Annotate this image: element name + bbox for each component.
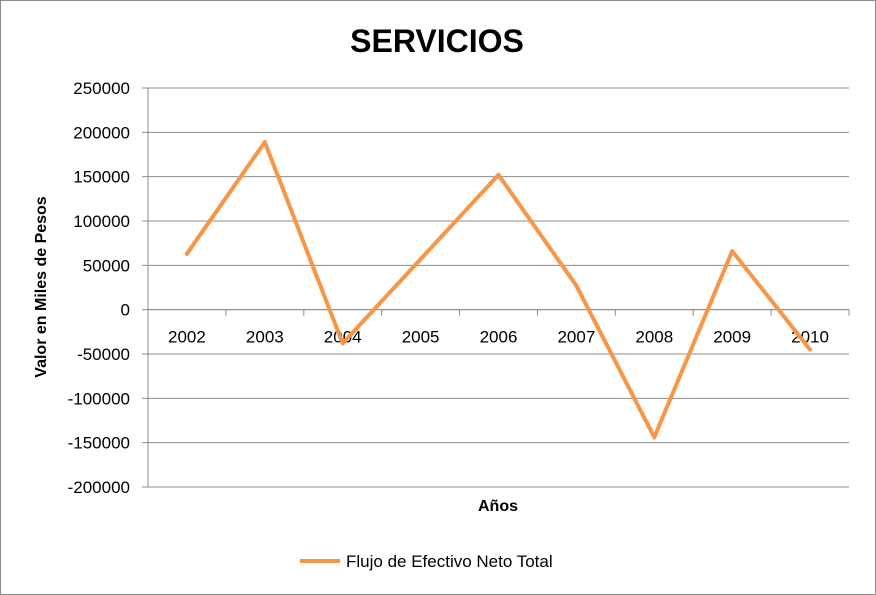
x-tick-label: 2006: [480, 328, 518, 347]
y-tick-labels: 250000 200000 150000 100000 50000 0 -50000 -100…: [68, 79, 130, 497]
y-axis-label: Valor en Miles de Pesos: [33, 196, 50, 378]
x-axis-label: Años: [478, 498, 518, 515]
x-tick-label: 2007: [557, 328, 595, 347]
x-tick-label: 2005: [402, 328, 440, 347]
x-tick-label: 2009: [713, 328, 751, 347]
y-tick-label: -50000: [77, 345, 130, 364]
data-point: [418, 257, 423, 262]
y-tick-label: 0: [121, 301, 130, 320]
y-tick-label: 200000: [73, 123, 130, 142]
x-tick-label: 2002: [168, 328, 206, 347]
gridlines: [142, 87, 849, 488]
y-tick-label: 50000: [83, 256, 130, 275]
x-tick-label: 2010: [791, 328, 829, 347]
y-tick-label: -150000: [68, 434, 130, 453]
data-point: [262, 140, 267, 145]
x-tick-labels: 2002 2003 2004 2005 2006 2007 2008 2009 2010: [168, 328, 829, 347]
legend: Flujo de Efectivo Neto Total: [300, 552, 553, 571]
axes: [147, 88, 850, 487]
data-point: [574, 283, 579, 288]
x-tick-label: 2003: [246, 328, 284, 347]
series-line: [184, 140, 813, 440]
series-lines: [184, 140, 813, 440]
y-tick-label: 150000: [73, 168, 130, 187]
data-point: [340, 341, 345, 346]
data-point: [496, 172, 501, 177]
legend-label: Flujo de Efectivo Neto Total: [346, 552, 553, 571]
data-point: [652, 435, 657, 440]
x-tick-label: 2008: [635, 328, 673, 347]
y-tick-label: -200000: [68, 478, 130, 497]
y-tick-label: 250000: [73, 79, 130, 98]
data-point: [730, 249, 735, 254]
y-tick-label: -100000: [68, 389, 130, 408]
data-point: [808, 347, 813, 352]
y-tick-label: 100000: [73, 212, 130, 231]
data-point: [184, 251, 189, 256]
chart-title: SERVICIOS: [350, 23, 524, 59]
